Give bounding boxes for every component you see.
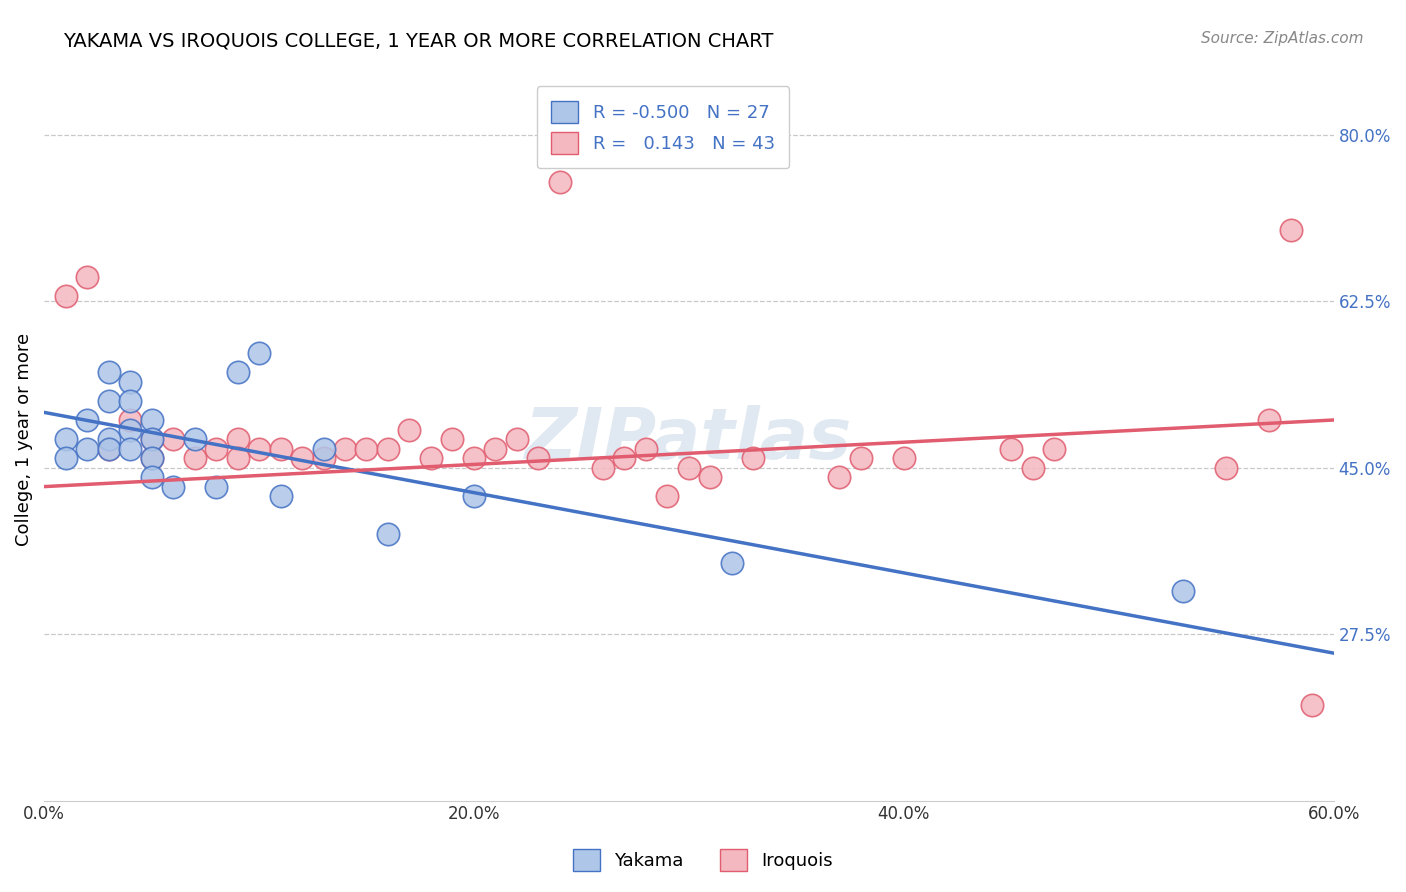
Point: [1043, 442, 1066, 456]
Point: [55, 289, 77, 303]
Point: [270, 442, 292, 456]
Point: [141, 470, 163, 484]
Point: [141, 451, 163, 466]
Point: [333, 442, 356, 456]
Point: [1022, 460, 1045, 475]
Point: [742, 451, 765, 466]
Point: [55, 432, 77, 446]
Point: [76, 413, 98, 427]
Text: YAKAMA VS IROQUOIS COLLEGE, 1 YEAR OR MORE CORRELATION CHART: YAKAMA VS IROQUOIS COLLEGE, 1 YEAR OR MO…: [63, 31, 773, 50]
Point: [356, 442, 378, 456]
Y-axis label: College, 1 year or more: College, 1 year or more: [15, 333, 32, 546]
Point: [141, 432, 163, 446]
Point: [548, 175, 571, 189]
Point: [120, 375, 142, 389]
Point: [183, 451, 205, 466]
Point: [484, 442, 506, 456]
Legend: Yakama, Iroquois: Yakama, Iroquois: [565, 842, 841, 879]
Point: [120, 394, 142, 409]
Point: [849, 451, 872, 466]
Point: [721, 556, 744, 570]
Point: [162, 480, 184, 494]
Point: [97, 432, 120, 446]
Point: [506, 432, 529, 446]
Point: [141, 432, 163, 446]
Point: [76, 442, 98, 456]
Point: [634, 442, 657, 456]
Point: [1279, 222, 1302, 236]
Point: [97, 442, 120, 456]
Point: [291, 451, 314, 466]
Point: [463, 451, 485, 466]
Point: [97, 366, 120, 380]
Point: [312, 442, 335, 456]
Point: [1173, 584, 1195, 599]
Point: [55, 451, 77, 466]
Text: ZIPatlas: ZIPatlas: [526, 405, 852, 474]
Point: [678, 460, 700, 475]
Point: [828, 470, 851, 484]
Point: [247, 442, 270, 456]
Point: [1000, 442, 1022, 456]
Point: [205, 442, 228, 456]
Text: Source: ZipAtlas.com: Source: ZipAtlas.com: [1201, 31, 1364, 46]
Point: [613, 451, 636, 466]
Legend: R = -0.500   N = 27, R =   0.143   N = 43: R = -0.500 N = 27, R = 0.143 N = 43: [537, 87, 789, 169]
Point: [657, 489, 679, 503]
Point: [592, 460, 614, 475]
Point: [141, 451, 163, 466]
Point: [120, 413, 142, 427]
Point: [120, 442, 142, 456]
Point: [226, 432, 249, 446]
Point: [312, 451, 335, 466]
Point: [441, 432, 464, 446]
Point: [1301, 698, 1323, 713]
Point: [398, 423, 420, 437]
Point: [162, 432, 184, 446]
Point: [893, 451, 915, 466]
Point: [97, 442, 120, 456]
Point: [120, 423, 142, 437]
Point: [527, 451, 550, 466]
Point: [76, 270, 98, 285]
Point: [699, 470, 721, 484]
Point: [183, 432, 205, 446]
Point: [377, 527, 399, 541]
Point: [97, 394, 120, 409]
Point: [377, 442, 399, 456]
Point: [226, 366, 249, 380]
Point: [141, 413, 163, 427]
Point: [247, 346, 270, 360]
Point: [1258, 413, 1281, 427]
Point: [463, 489, 485, 503]
Point: [270, 489, 292, 503]
Point: [226, 451, 249, 466]
Point: [205, 480, 228, 494]
Point: [420, 451, 443, 466]
Point: [1215, 460, 1237, 475]
